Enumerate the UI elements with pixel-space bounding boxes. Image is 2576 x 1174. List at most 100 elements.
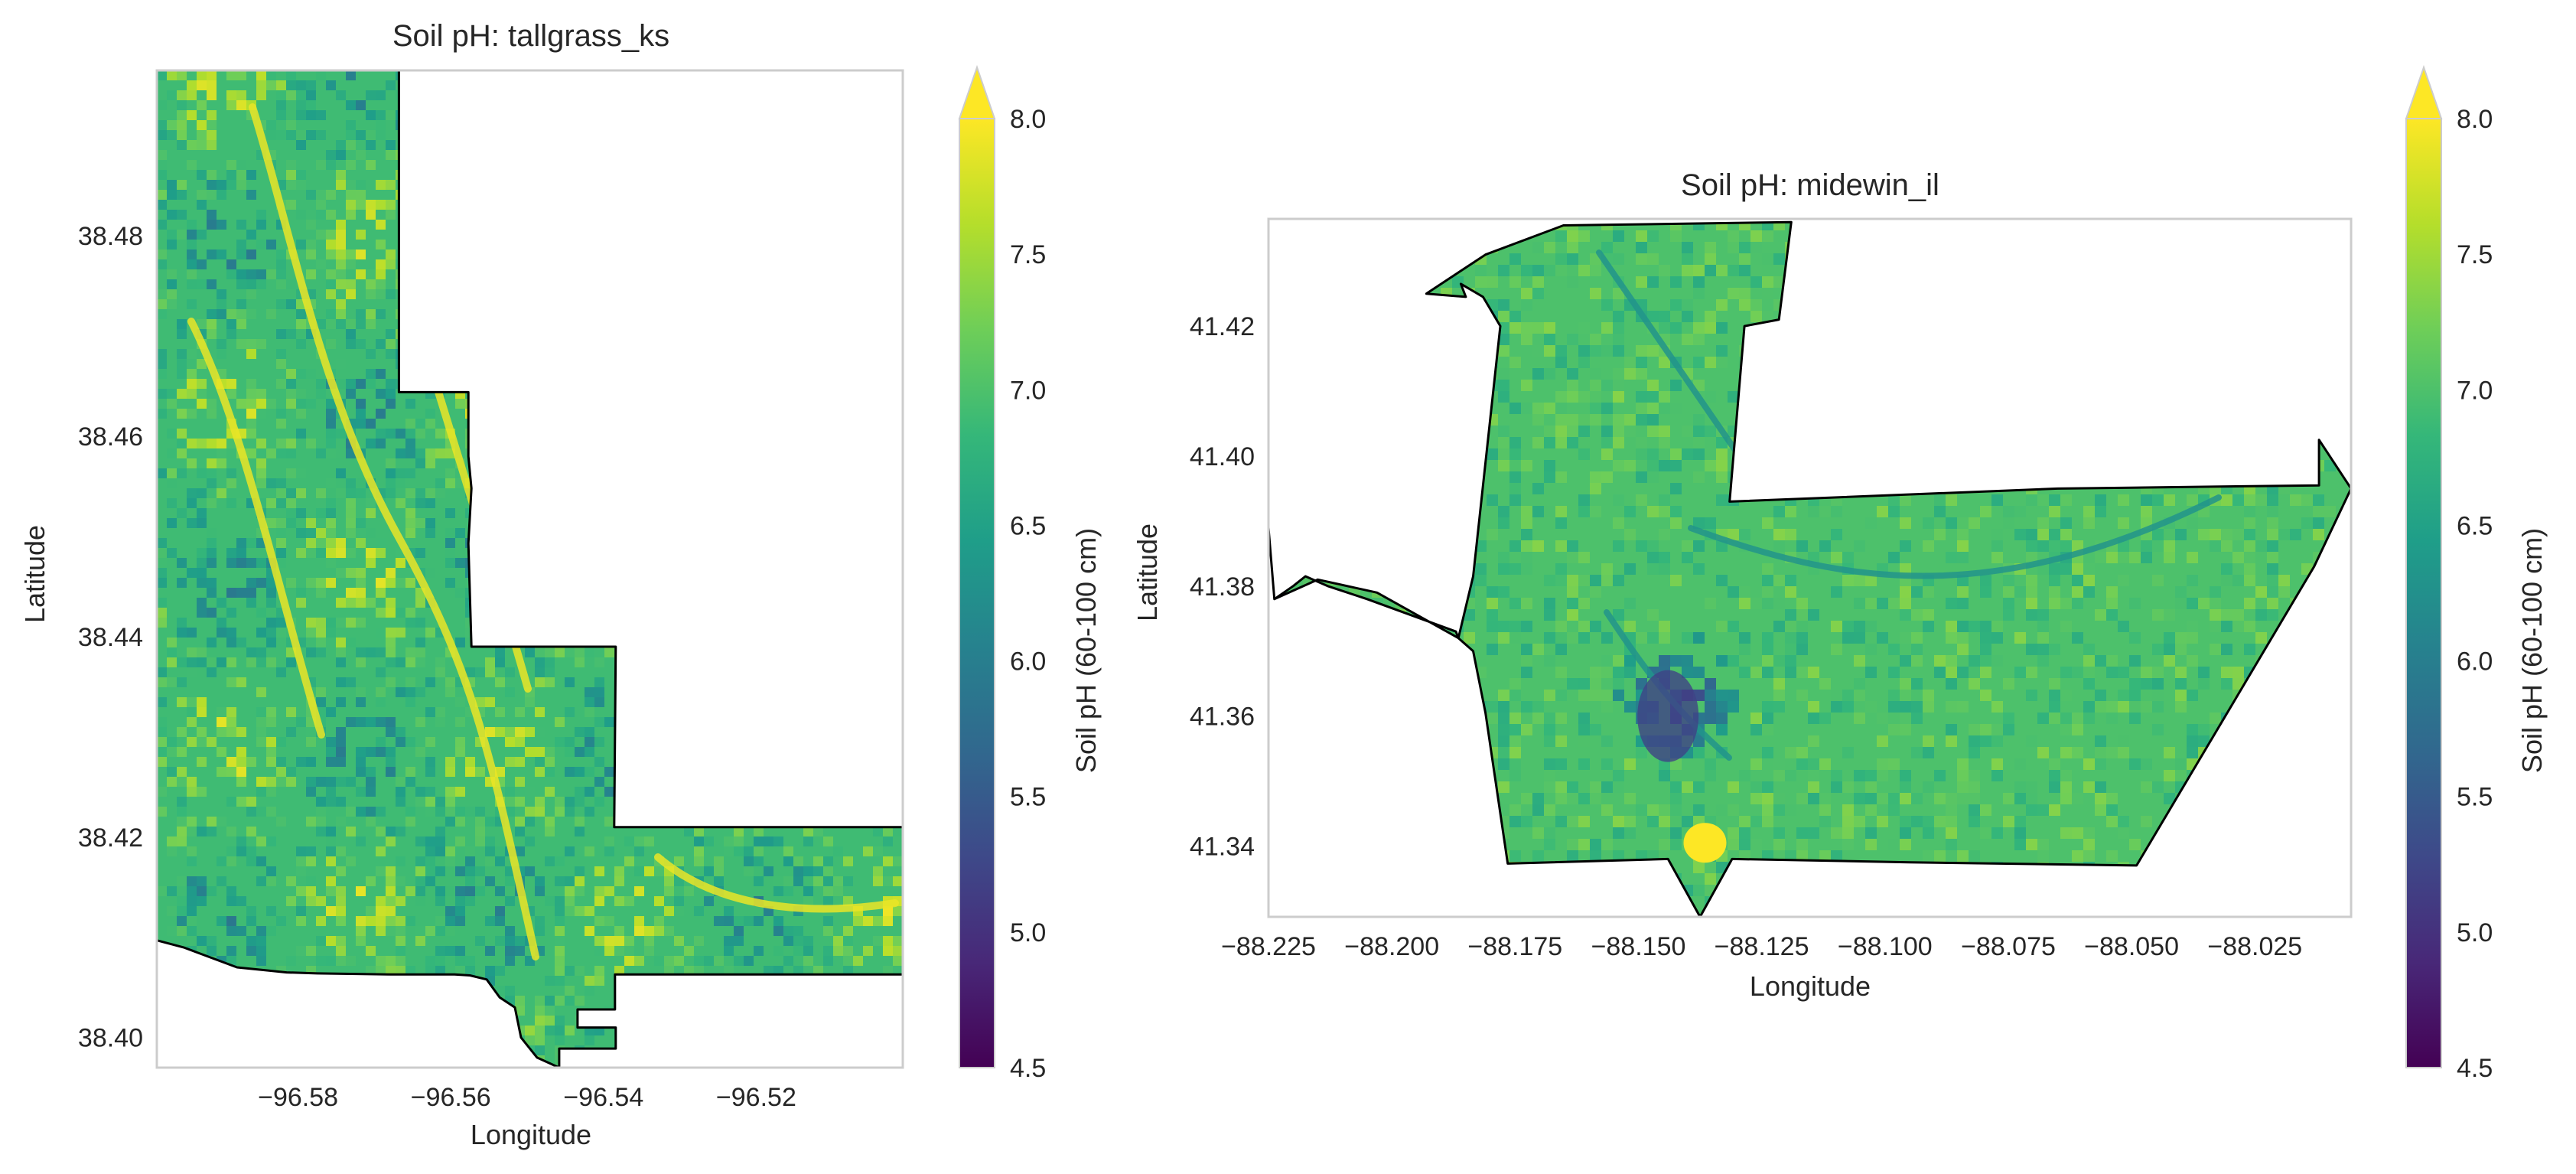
raster-cell [376,120,386,130]
raster-cell [306,846,316,856]
raster-cell [1360,222,1372,230]
raster-cell [197,140,207,150]
raster-cell [1991,621,2003,632]
raster-cell [893,558,903,568]
raster-cell [664,528,674,538]
raster-cell [2187,437,2198,448]
raster-cell [1750,311,1762,322]
raster-cell [505,130,515,140]
raster-cell [604,140,614,150]
raster-cell [485,1016,495,1026]
raster-cell [724,319,734,329]
raster-cell [485,667,495,677]
raster-cell [803,349,813,359]
raster-cell [197,359,207,369]
raster-cell [475,170,485,180]
raster-cell [624,817,634,827]
raster-cell [2118,621,2129,632]
raster-cell [256,439,266,448]
raster-cell [813,856,823,866]
raster-cell [883,1045,893,1055]
raster-cell [1349,253,1360,265]
raster-cell [833,429,843,439]
raster-cell [525,429,535,439]
raster-cell [1464,242,1475,253]
raster-cell [246,936,256,946]
raster-cell [654,677,664,687]
raster-cell [1923,586,1934,598]
raster-cell [1647,448,1659,460]
raster-cell [863,249,873,259]
raster-cell [843,259,853,269]
raster-cell [386,628,396,638]
raster-cell [1487,380,1498,391]
raster-cell [704,956,714,966]
raster-cell [1624,426,1636,437]
raster-cell [177,807,187,817]
raster-cell [783,429,793,439]
raster-cell [783,936,793,946]
raster-cell [1464,222,1475,230]
raster-cell [306,528,316,538]
raster-cell [754,1016,764,1026]
raster-cell [893,399,903,409]
x-tick-label: −96.58 [258,1083,338,1112]
raster-cell [336,568,346,578]
raster-cell [1670,322,1682,334]
raster-cell [256,876,266,886]
raster-cell [356,588,366,598]
raster-cell [465,409,475,419]
raster-cell [575,389,585,399]
raster-cell [316,379,326,389]
raster-cell [2198,483,2210,494]
raster-cell [226,657,236,667]
raster-cell [714,508,724,518]
raster-cell [575,966,585,976]
raster-cell [445,956,455,966]
raster-cell [803,120,813,130]
raster-cell [386,289,396,299]
raster-cell [1555,644,1567,655]
raster-cell [614,240,624,249]
raster-cell [575,319,585,329]
raster-cell [1360,563,1372,575]
raster-cell [2301,345,2313,357]
raster-cell [187,996,197,1006]
raster-cell [545,518,555,528]
raster-cell [594,737,604,747]
raster-cell [177,956,187,966]
raster-cell [356,687,366,697]
raster-cell [475,399,485,409]
raster-cell [386,399,396,409]
raster-cell [694,846,704,856]
raster-cell [863,498,873,508]
raster-cell [783,240,793,249]
raster-cell [1888,471,1900,483]
raster-cell [366,916,376,926]
raster-cell [545,259,555,269]
raster-cell [296,110,306,120]
raster-cell [2210,403,2221,414]
raster-cell [1372,632,1383,644]
raster-cell [614,1016,624,1026]
raster-cell [604,787,614,797]
raster-cell [157,160,167,170]
raster-cell [346,528,356,538]
raster-cell [754,80,764,90]
raster-cell [1900,609,1911,621]
raster-cell [495,309,505,319]
raster-cell [783,777,793,787]
raster-cell [236,747,246,757]
raster-cell [823,946,833,956]
raster-cell [793,180,803,190]
raster-cell [843,508,853,518]
raster-cell [1429,540,1441,552]
raster-cell [286,279,296,289]
raster-cell [545,1006,555,1016]
raster-cell [604,439,614,448]
raster-cell [386,568,396,578]
raster-cell [694,956,704,966]
raster-cell [714,160,724,170]
raster-cell [833,70,843,80]
raster-cell [1980,391,1991,403]
